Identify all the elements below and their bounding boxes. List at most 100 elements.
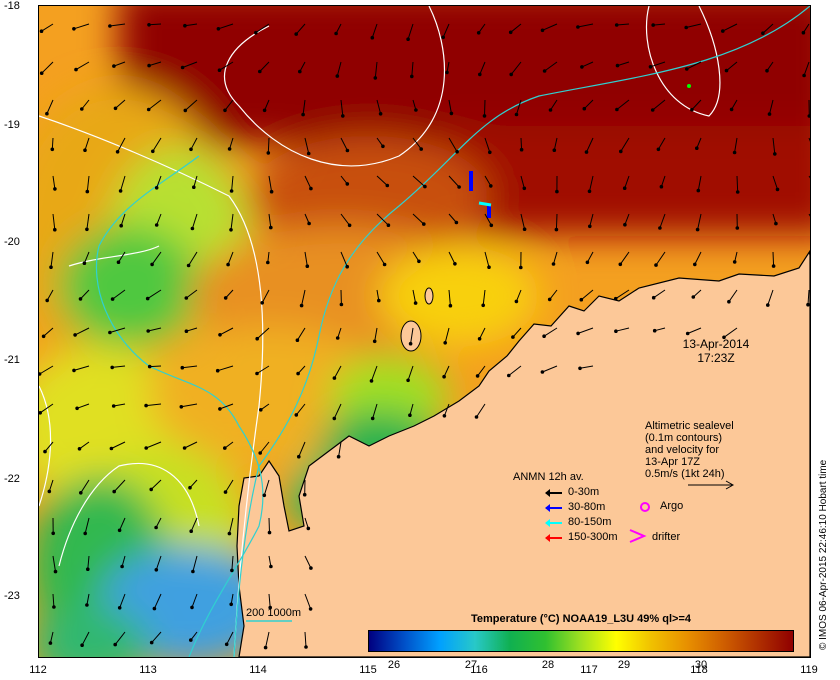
velocity-arrow-head: [217, 68, 222, 72]
velocity-arrow: [51, 137, 54, 150]
drifter-icon: [629, 529, 647, 543]
velocity-arrow-head: [49, 265, 53, 270]
colorbar-tick: 28: [541, 659, 555, 671]
velocity-arrow: [81, 99, 90, 110]
velocity-arrow-head: [43, 449, 47, 454]
velocity-arrow-head: [227, 147, 232, 151]
velocity-arrow: [484, 137, 491, 153]
anmn-legend-label: 150-300m: [568, 531, 618, 543]
velocity-arrow-head: [112, 489, 116, 494]
velocity-arrow-head: [186, 263, 191, 268]
velocity-arrow: [109, 23, 126, 27]
x-tick-label: 119: [800, 664, 818, 676]
velocity-arrow: [515, 289, 522, 302]
velocity-arrow-head: [807, 114, 810, 118]
velocity-arrow: [230, 213, 234, 230]
velocity-arrow: [376, 213, 389, 226]
velocity-arrow: [225, 479, 234, 493]
velocity-arrow-head: [188, 485, 192, 490]
velocity-arrow: [219, 327, 234, 336]
anmn-legend-label: 0-30m: [568, 486, 600, 498]
velocity-arrow: [46, 289, 54, 301]
velocity-arrow-head: [309, 566, 313, 570]
velocity-arrow-head: [335, 74, 340, 78]
y-tick-label: -20: [4, 236, 20, 248]
velocity-arrow: [151, 631, 162, 643]
velocity-arrow-head: [218, 407, 222, 411]
legend-arrow-icon: [545, 519, 562, 527]
velocity-arrow-head: [332, 416, 337, 421]
velocity-arrow: [736, 175, 739, 193]
velocity-arrow: [218, 23, 234, 30]
velocity-arrow: [484, 99, 486, 116]
velocity-arrow-head: [306, 151, 311, 156]
velocity-arrow: [482, 289, 486, 306]
velocity-arrow-head: [554, 227, 559, 232]
velocity-arrow: [229, 137, 234, 150]
velocity-arrow: [268, 593, 271, 608]
velocity-arrow: [259, 441, 270, 454]
velocity-arrow: [580, 289, 594, 301]
velocity-arrow: [120, 175, 126, 192]
velocity-arrow: [227, 251, 234, 265]
velocity-arrow: [261, 289, 270, 304]
velocity-arrow-head: [82, 261, 87, 265]
velocity-arrow-head: [83, 531, 87, 536]
velocity-arrow-head: [656, 147, 661, 152]
velocity-arrow: [112, 365, 126, 368]
velocity-arrow: [512, 327, 522, 338]
velocity-arrow-head: [615, 63, 620, 68]
velocity-arrow-head: [332, 376, 337, 380]
velocity-arrow: [86, 175, 90, 192]
velocity-arrow-head: [72, 27, 76, 31]
velocity-arrow: [219, 61, 234, 71]
sealevel-note: Altimetric sealevel (0.1m contours) and …: [645, 420, 734, 480]
velocity-arrow-head: [370, 416, 375, 421]
velocity-arrow: [190, 517, 198, 532]
y-tick-label: -19: [4, 119, 20, 131]
velocity-arrow-head: [116, 260, 121, 264]
sealevel-note-line: Altimetric sealevel: [645, 420, 734, 432]
velocity-arrow: [520, 137, 523, 150]
velocity-arrow-head: [690, 107, 694, 112]
velocity-arrow: [117, 137, 126, 153]
velocity-arrow: [75, 61, 90, 71]
velocity-arrow: [697, 213, 702, 230]
velocity-arrow-head: [306, 526, 311, 531]
velocity-arrow: [691, 99, 702, 111]
velocity-arrow-head: [51, 531, 55, 536]
velocity-arrow-head: [582, 106, 587, 111]
velocity-arrow-head: [654, 263, 658, 267]
velocity-arrow-head: [108, 330, 112, 335]
velocity-arrow-head: [189, 147, 193, 152]
velocity-arrow-head: [80, 643, 84, 647]
velocity-arrow-head: [147, 23, 151, 27]
velocity-arrow: [52, 175, 56, 189]
velocity-arrow: [84, 517, 90, 534]
sst-map: [38, 5, 811, 658]
velocity-arrow: [340, 99, 344, 116]
velocity-arrow-head: [53, 569, 58, 574]
velocity-arrow-head: [79, 491, 83, 495]
velocity-arrow-head: [453, 262, 457, 266]
velocity-arrow-head: [514, 112, 519, 117]
anmn-legend-title: ANMN 12h av.: [513, 471, 584, 483]
velocity-arrow: [188, 251, 198, 266]
velocity-arrow: [301, 289, 306, 306]
velocity-arrow-head: [296, 371, 300, 376]
velocity-arrow-head: [587, 189, 592, 194]
x-tick-label: 114: [249, 664, 267, 676]
velocity-arrow: [267, 137, 270, 153]
velocity-arrow-head: [117, 606, 122, 610]
velocity-arrow: [412, 213, 425, 225]
velocity-arrow: [228, 517, 234, 534]
velocity-arrow: [186, 327, 198, 332]
velocity-arrow: [304, 175, 312, 189]
velocity-arrow: [731, 99, 738, 110]
adcp-mooring-30-80m: [469, 171, 473, 191]
velocity-arrow-head: [474, 415, 479, 419]
velocity-arrow: [182, 365, 198, 369]
velocity-arrow-head: [180, 65, 185, 70]
velocity-arrow: [407, 23, 414, 40]
velocity-arrow: [484, 213, 492, 226]
